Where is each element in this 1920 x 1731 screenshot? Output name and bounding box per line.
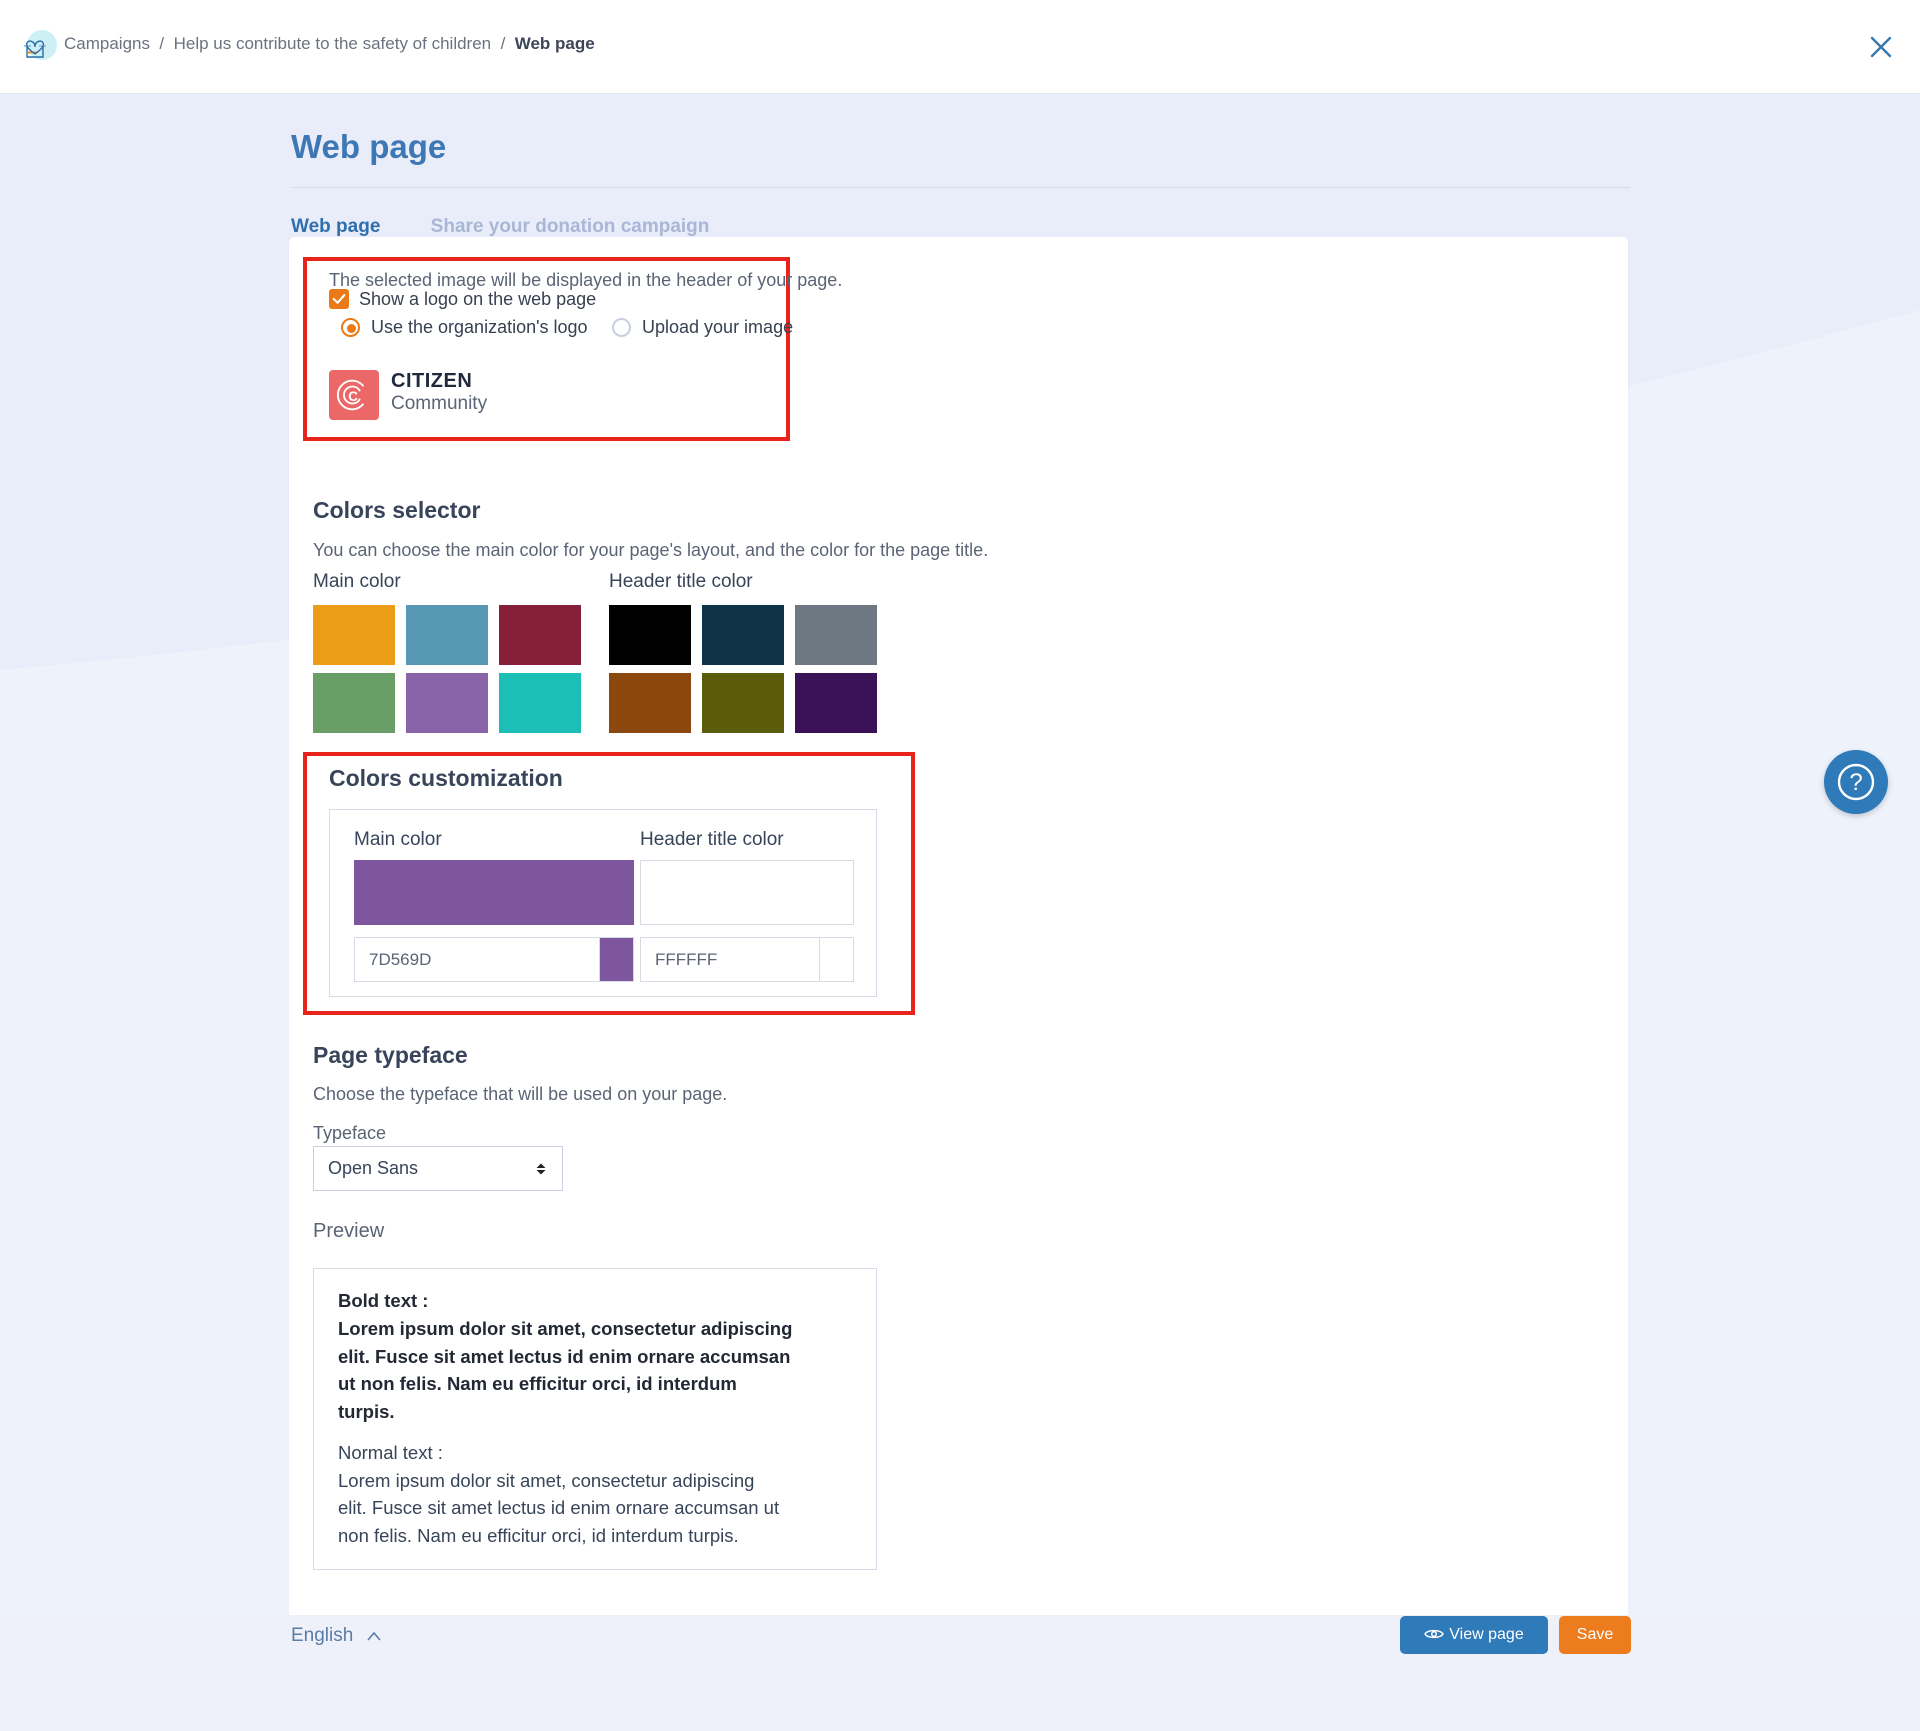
svg-text:?: ? [1849,769,1862,796]
svg-text:C: C [348,389,358,404]
